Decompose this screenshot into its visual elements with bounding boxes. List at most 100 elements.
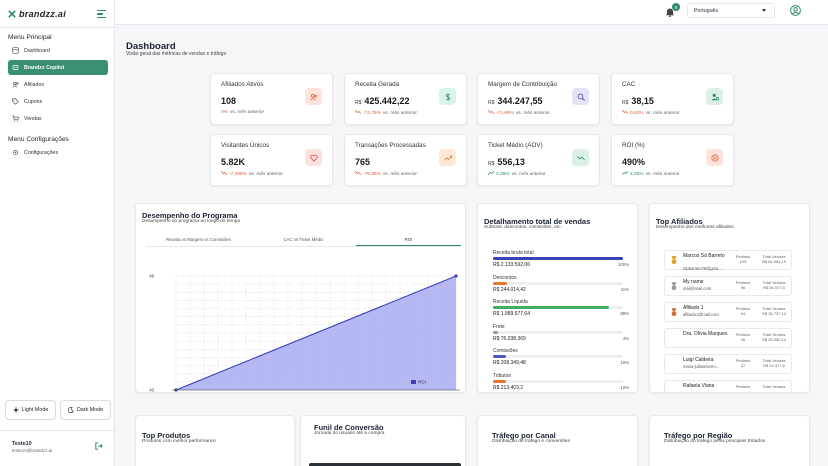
account-icon[interactable] — [790, 5, 801, 16]
sidebar-item-configuracoes[interactable]: Configurações — [8, 145, 108, 160]
medal-icon — [671, 256, 677, 265]
sales-row-fill — [493, 257, 623, 261]
kpi-delta-value: -74,69% — [496, 110, 514, 116]
sidebar-item-label: Cupons — [24, 98, 43, 105]
light-mode-label: Light Mode — [21, 407, 49, 413]
medal-icon — [671, 282, 677, 291]
orders-label: Pedidos — [735, 332, 751, 337]
sales-row-label: Descontos — [493, 274, 517, 281]
tab-cac-ticket[interactable]: CAC vs Ticket Médio — [283, 237, 324, 242]
top-products-card: Top Produtos Produtos com melhor perform… — [135, 415, 295, 466]
top-affiliates-subtitle: Desempenho dos melhores afiliados — [656, 225, 734, 230]
performance-tabs: Receita vs Margem vs Comissões CAC vs Ti… — [146, 236, 461, 247]
topbar: 9 Português — [115, 0, 828, 25]
sales-row-value: R$ 2.133.592,06 — [493, 262, 530, 268]
heart-icon — [305, 149, 322, 166]
copilot-icon — [12, 64, 19, 71]
top-affiliates-title: Top Afiliados — [656, 217, 703, 226]
performance-title: Desempenho do Programa — [142, 211, 238, 220]
sidebar-item-copilot[interactable]: Brandzz Copilot — [8, 60, 108, 75]
y-tick-label: 49 — [149, 274, 154, 279]
cart-icon — [12, 115, 19, 122]
kpi-card: ROI (%) 490% 2,25% vs. mês anterior — [611, 134, 734, 186]
language-value: Português — [694, 7, 719, 14]
sales-row-track — [493, 257, 623, 261]
sales-row-value: R$ 244.014,42 — [493, 286, 526, 293]
kpi-title: Transações Processadas — [355, 142, 426, 149]
sales-detail-row: Descontos R$ 244.014,42 11% — [493, 274, 629, 293]
dark-mode-button[interactable]: Dark Mode — [60, 400, 111, 420]
kpi-delta: 0% vs. mês anterior — [221, 110, 264, 115]
sales-row-value: R$ 208.349,48 — [493, 360, 526, 366]
affiliate-row[interactable]: Afiliado 1 afiliado1@mail.com Pedidos 54 … — [664, 302, 792, 322]
affiliate-total: Total Vendas — [758, 384, 790, 389]
sales-row-fill — [493, 379, 506, 383]
sidebar-item-label: Vendas — [24, 115, 42, 122]
performance-subtitle: Desempenho do programa ao longo do tempo — [142, 219, 241, 224]
sales-row-pct: 89% — [620, 311, 629, 316]
logout-icon[interactable] — [95, 442, 103, 450]
affiliate-row[interactable]: My name mail@mail.com Pedidos 96 Total Ve… — [664, 276, 792, 296]
sidebar-item-label: Brandzz Copilot — [24, 64, 65, 71]
total-label: Total Vendas — [762, 280, 786, 285]
total-label: Total Vendas — [762, 254, 786, 259]
settings-icon — [12, 149, 19, 156]
kpi-delta: 2,25% vs. mês anterior — [621, 170, 680, 177]
sales-row-fill — [493, 330, 499, 334]
total-value: R$ 64.964,15 — [761, 259, 787, 265]
sales-detail-row: Receita Líquida R$ 1.889.577,64 89% — [493, 299, 629, 317]
kpi-title: Afiliados Ativos — [221, 81, 264, 88]
tab-receita-margem[interactable]: Receita vs Margem vs Comissões — [166, 237, 231, 242]
total-label: Total Vendas — [762, 332, 786, 337]
sidebar-item-cupons[interactable]: Cupons — [8, 94, 108, 109]
roi-chart: 10 11 43 49 ROI — [149, 274, 460, 392]
user-email: teste10@brandzz.ai — [12, 448, 53, 453]
light-mode-button[interactable]: Light Mode — [5, 400, 56, 420]
sales-row-fill — [493, 306, 609, 310]
trend-down-icon — [354, 109, 362, 116]
chevron-down-icon — [762, 9, 766, 12]
sales-row-value: R$ 76.038,369 — [493, 335, 526, 342]
bell-icon[interactable] — [665, 7, 675, 17]
brand-logo[interactable]: brandzz.ai — [8, 9, 66, 19]
menu-principal-heading: Menu Principal — [8, 34, 52, 41]
kpi-delta-label: vs. mês anterior — [382, 110, 417, 116]
kpi-value: 490% — [622, 157, 646, 167]
kpi-card: Receita Gerada R$ 425.442,22 -74,79% vs.… — [344, 73, 467, 125]
sidebar-item-dashboard[interactable]: Dashboard — [8, 43, 108, 58]
user-name: Teste10 — [12, 441, 32, 447]
sidebar-item-vendas[interactable]: Vendas — [8, 111, 108, 126]
sales-detail-row: Comissões R$ 208.349,48 10% — [493, 348, 629, 366]
affiliate-row[interactable]: Luigi Caldeira maria-julianeserro... Ped… — [664, 354, 792, 374]
menu-toggle-icon[interactable] — [97, 10, 106, 18]
moon-icon — [67, 407, 74, 413]
kpi-delta-label: vs. mês anterior — [248, 171, 283, 177]
sales-row-pct: 11% — [620, 286, 629, 292]
sales-row-label: Comissões — [493, 348, 518, 354]
tab-roi[interactable]: ROI — [356, 236, 461, 246]
kpi-value-row: 490% — [622, 157, 645, 167]
kpi-delta-value: 0% — [221, 110, 228, 115]
kpi-title: Receita Gerada — [355, 81, 400, 88]
kpi-value: 765 — [355, 157, 371, 167]
traffic-channel-title: Tráfego por Canal — [492, 431, 556, 440]
kpi-card: Ticket Médio (AOV) R$ 556,13 2,39% vs. m… — [477, 134, 600, 186]
performance-card: Desempenho do Programa Desempenho do pro… — [135, 203, 466, 393]
affiliate-row[interactable]: Dra. Olívia Marques Pedidos 46 Total Vend… — [664, 328, 792, 348]
search-money-icon — [572, 88, 589, 105]
affiliate-row[interactable]: Marcos Sá Barreto mpbarreto79@gma... Ped… — [664, 250, 792, 271]
language-select[interactable]: Português — [687, 3, 775, 18]
kpi-currency: R$ — [355, 100, 362, 106]
affiliate-email: mpbarreto79@gma... — [683, 266, 722, 271]
traffic-region-subtitle: Distribuição do tráfego pelos principais… — [664, 439, 766, 444]
sales-detail-row: Receita bruta total R$ 2.133.592,06 100% — [493, 250, 629, 268]
sales-row-pct: 4% — [622, 335, 629, 341]
kpi-delta-value: -75,38% — [363, 171, 381, 177]
kpi-delta: 2,39% vs. mês anterior — [487, 170, 546, 177]
kpi-delta: -74,69% vs. mês anterior — [487, 109, 550, 116]
trend-icon — [439, 149, 456, 166]
sales-detail-card: Detalhamento total de vendas Subtotal, d… — [477, 203, 638, 393]
affiliate-row[interactable]: Rafaela Viana Pedidos Total Vendas — [664, 380, 792, 392]
traffic-region-title: Tráfego por Região — [664, 431, 733, 440]
sidebar-item-afiliados[interactable]: Afiliados — [8, 77, 108, 92]
